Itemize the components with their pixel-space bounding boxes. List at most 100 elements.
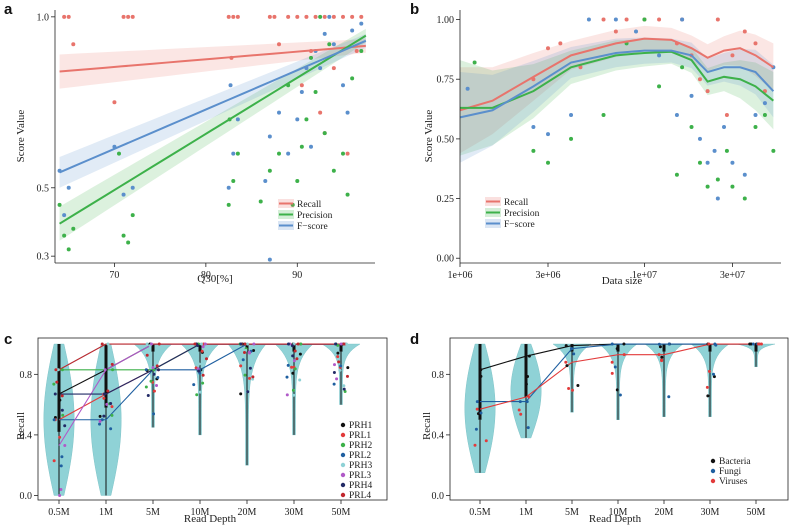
panel-a-fscore-point — [228, 83, 233, 88]
panel-c-x-tick-label: 30M — [285, 507, 304, 518]
panel-b-fscore-point — [753, 113, 758, 118]
panel-c-prl4-point — [100, 342, 104, 346]
legend-label-prl1: PRL1 — [349, 431, 371, 441]
panel-c-prl2-point — [60, 455, 64, 459]
legend-label-fungi: Fungi — [719, 467, 742, 477]
legend-label-fscore: F−score — [297, 222, 328, 232]
legend-label-prh4: PRH4 — [349, 481, 372, 491]
panel-a-recall-point — [331, 14, 336, 19]
panel-b-y-tick-label: 0.00 — [437, 254, 455, 265]
panel-a-precision-point — [322, 131, 327, 136]
panel-a-recall-point — [231, 14, 236, 19]
panel-d-letter: d — [410, 331, 419, 348]
panel-a-chart: 70 80 90 0.3 0.5 1.0 Q30[%] Score Value Recal… — [15, 10, 375, 285]
panel-a-fscore-point — [309, 144, 313, 149]
panel-c-prl1-point — [52, 459, 56, 463]
panel-c-prh4-point — [60, 408, 64, 412]
panel-d-viruses-point — [517, 408, 521, 412]
panel-a-recall-point — [359, 14, 364, 19]
panel-b-fscore-point — [697, 136, 702, 141]
panel-a-precision-point — [121, 233, 126, 238]
panel-a-x-tick-label: 80 — [201, 270, 211, 281]
panel-a-precision-fit-line — [59, 34, 367, 225]
panel-b-x-title: Data size — [602, 275, 643, 287]
panel-c-x-tick-label: 10M — [191, 507, 210, 518]
panel-a-precision-point — [304, 117, 309, 122]
panel-a-fscore-point — [226, 185, 231, 190]
panel-c-prh1-point — [336, 351, 340, 355]
panel-d-bacteria-point — [706, 394, 710, 398]
panel-c-prh3-point — [56, 368, 60, 372]
panel-c-y-tick-label: 0.4 — [20, 430, 33, 441]
panel-c-prh3-point — [197, 362, 201, 366]
panel-c-prl3-point — [58, 493, 62, 497]
panel-c-x-tick-label: 0.5M — [48, 507, 70, 518]
panel-c-prh3-point — [98, 389, 102, 393]
panel-c-prl2-point — [286, 363, 290, 367]
panel-c-prl4-point — [243, 342, 247, 346]
panel-d-viruses-point — [660, 358, 664, 362]
panel-b-precision-point — [546, 160, 551, 165]
panel-b-precision-point — [657, 84, 662, 89]
legend-label-prh2: PRH2 — [349, 441, 372, 451]
panel-c-prh1-point — [239, 392, 243, 396]
panel-a-precision-point — [350, 76, 355, 81]
panel-b-recall-point — [715, 17, 720, 22]
panel-a-recall-point — [354, 49, 359, 54]
panel-c-prl3-point — [98, 419, 102, 423]
panel-a-recall-point — [322, 14, 327, 19]
panel-b-precision-point — [771, 148, 776, 153]
panel-b-precision-point — [531, 148, 536, 153]
panel-a-precision-point — [226, 202, 231, 207]
panel-a-precision-point — [126, 240, 131, 245]
panel-c-prl1-point — [152, 389, 156, 393]
panel-c-prl4-point — [106, 389, 110, 393]
panel-c-prh4-point — [103, 392, 107, 396]
panel-d-x-tick-label: 0.5M — [469, 507, 491, 518]
panel-b-fscore-fit-line — [459, 49, 775, 119]
panel-a-recall-point — [126, 14, 131, 19]
panel-d-bacteria-point — [526, 375, 530, 379]
panel-d-fungi-point — [751, 342, 755, 346]
panel-c-prh2-point — [60, 368, 64, 372]
panel-c-prl3-point — [285, 393, 289, 397]
panel-c-prh3-point — [106, 342, 110, 346]
panel-c-prh4-point — [239, 342, 243, 346]
panel-c-prh1-point — [291, 371, 295, 375]
legend-label-bacteria: Bacteria — [719, 457, 751, 467]
panel-b-y-title: Score Value — [423, 110, 435, 163]
panel-c-x-title: Read Depth — [184, 513, 237, 525]
panel-c-y-title: Recall — [15, 412, 27, 440]
panel-a-precision-point — [277, 151, 281, 156]
panel-a-precision-point — [359, 49, 364, 54]
panel-b-precision-point — [674, 172, 679, 177]
panel-c-prh1-point — [252, 348, 256, 352]
panel-d-chart: 0.5M 1M 5M 10M 20M 30M 50M 0.0 0.4 0.8 Read Depth… — [421, 337, 789, 525]
panel-c-prl2-point — [241, 358, 245, 362]
panel-c-prh4-point — [102, 414, 106, 418]
panel-b-fscore-point — [586, 17, 591, 22]
panel-b-precision-point — [642, 17, 647, 22]
panel-b-precision-point — [689, 124, 694, 129]
panel-a-precision-point — [341, 151, 345, 156]
panel-a-fscore-confidence-band — [59, 33, 366, 188]
panel-a-fscore-point — [345, 110, 350, 115]
panel-a-fscore-point — [267, 134, 272, 139]
panel-d-viruses-point — [707, 342, 711, 346]
panel-a-fscore-point — [235, 117, 240, 122]
panel-d-fungi-point — [475, 400, 479, 404]
legend-label-prl3: PRL3 — [349, 471, 371, 481]
panel-d-bacteria-point — [712, 375, 716, 379]
panel-b-precision-point — [753, 124, 758, 129]
panel-b-fscore-point — [546, 132, 551, 137]
panel-b-fscore-point — [742, 172, 747, 177]
panel-c-prl4-point — [295, 357, 299, 361]
legend-label-recall: Recall — [504, 198, 529, 208]
panel-b-recall-point — [624, 17, 629, 22]
panel-d-y-tick-label: 0.8 — [432, 370, 445, 381]
panel-b-precision-confidence-band — [460, 39, 774, 156]
panel-c-prl2-point — [285, 375, 289, 379]
panel-c-prh4-point — [109, 401, 113, 405]
panel-c-prl4-point — [55, 380, 59, 384]
